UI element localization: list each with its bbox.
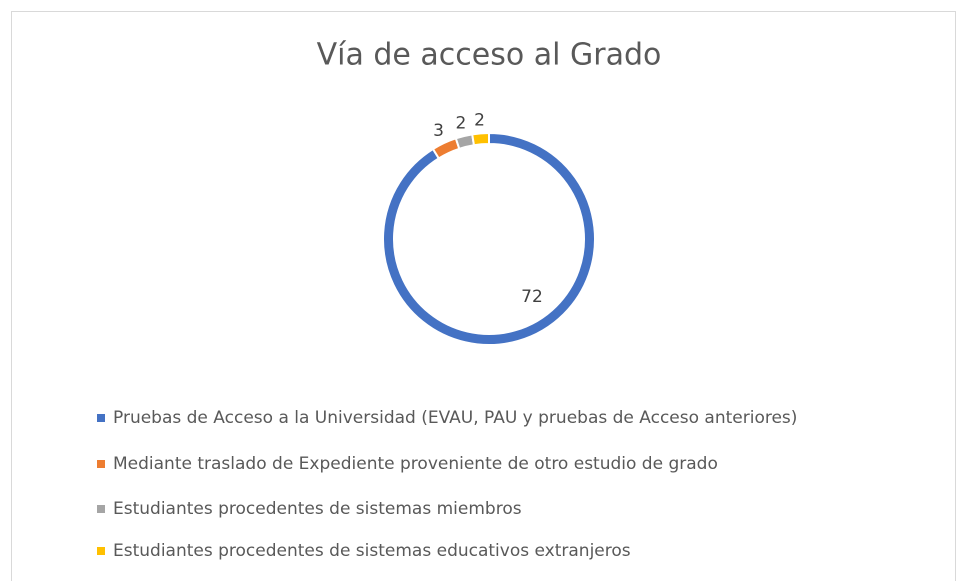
- legend-label: Pruebas de Acceso a la Universidad (EVAU…: [113, 408, 797, 428]
- legend-label: Estudiantes procedentes de sistemas educ…: [113, 541, 631, 561]
- legend-label: Estudiantes procedentes de sistemas miem…: [113, 499, 522, 519]
- data-label: 72: [521, 287, 543, 307]
- chart-title: Vía de acceso al Grado: [317, 38, 662, 73]
- legend-label: Mediante traslado de Expediente provenie…: [113, 454, 718, 474]
- chart-border: [11, 11, 956, 581]
- legend-swatch: [97, 414, 105, 422]
- legend-swatch: [97, 505, 105, 513]
- data-label: 3: [433, 121, 444, 141]
- legend-swatch: [97, 547, 105, 555]
- doughnut-segment: [454, 133, 476, 151]
- data-label: 2: [455, 113, 466, 133]
- doughnut-segment: [471, 131, 490, 147]
- legend-swatch: [97, 460, 105, 468]
- data-label: 2: [474, 110, 485, 130]
